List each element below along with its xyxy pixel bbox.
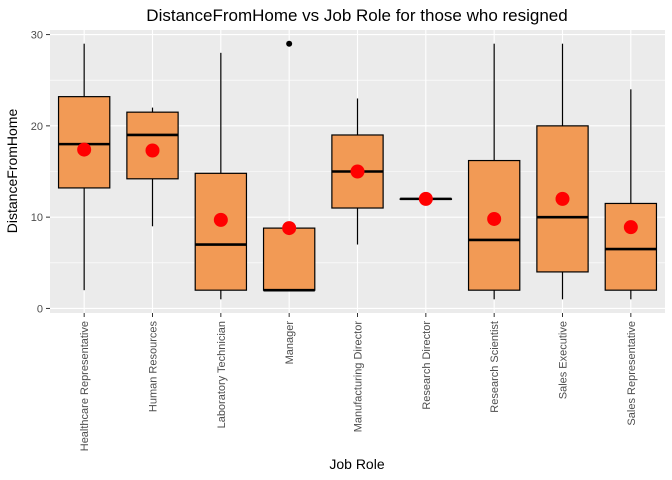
x-axis: Healthcare Representative Human Resources… bbox=[79, 313, 638, 451]
mean-point bbox=[487, 211, 502, 226]
mean-point bbox=[282, 221, 297, 236]
x-tick-label: Sales Executive bbox=[558, 321, 570, 399]
box bbox=[536, 125, 589, 273]
x-tick-label: Manager bbox=[284, 321, 296, 365]
y-tick-label: 20 bbox=[31, 121, 43, 133]
outlier-point bbox=[286, 40, 293, 47]
box bbox=[604, 202, 658, 291]
mean-point bbox=[623, 220, 638, 235]
x-tick-label: Sales Representative bbox=[626, 321, 638, 426]
medians bbox=[58, 133, 657, 292]
y-axis: 0 10 20 30 bbox=[31, 30, 50, 315]
mean-points bbox=[77, 142, 638, 236]
x-tick-label: Healthcare Representative bbox=[79, 321, 91, 451]
chart-title: DistanceFromHome vs Job Role for those w… bbox=[146, 6, 567, 25]
mean-point bbox=[213, 212, 228, 227]
whiskers bbox=[83, 43, 632, 300]
box bbox=[194, 172, 248, 291]
box bbox=[467, 159, 521, 291]
mean-point bbox=[555, 191, 570, 206]
y-tick-label: 30 bbox=[31, 30, 43, 42]
box bbox=[262, 227, 316, 291]
y-tick-label: 10 bbox=[31, 212, 43, 224]
mean-point bbox=[77, 142, 92, 157]
y-axis-title: DistanceFromHome bbox=[4, 109, 20, 234]
box bbox=[57, 96, 111, 189]
x-tick-label: Manufacturing Director bbox=[353, 321, 365, 433]
mean-point bbox=[145, 143, 160, 158]
outliers bbox=[286, 40, 293, 47]
mean-point bbox=[418, 191, 433, 206]
y-tick-label: 0 bbox=[37, 303, 43, 315]
x-axis-title: Job Role bbox=[329, 456, 384, 472]
x-tick-label: Research Director bbox=[421, 321, 433, 410]
mean-point bbox=[350, 164, 365, 179]
x-tick-label: Human Resources bbox=[148, 321, 160, 413]
x-tick-label: Laboratory Technician bbox=[216, 321, 228, 428]
x-tick-label: Research Scientist bbox=[489, 321, 501, 413]
